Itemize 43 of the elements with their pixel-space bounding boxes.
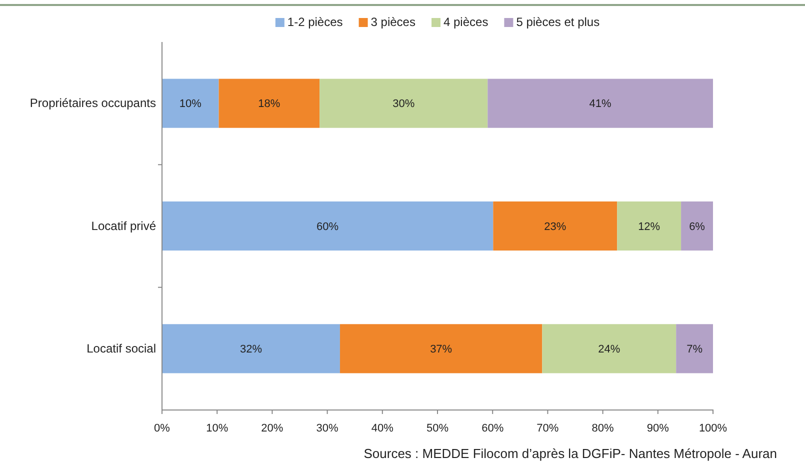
legend-label: 4 pièces	[443, 15, 488, 29]
data-label: 18%	[258, 98, 280, 110]
bar	[162, 78, 219, 128]
bar	[320, 78, 488, 128]
bar	[617, 201, 682, 251]
x-tick-label: 80%	[592, 422, 614, 434]
data-label: 30%	[392, 98, 415, 110]
bar	[218, 78, 320, 128]
bar	[162, 324, 340, 374]
data-label: 12%	[638, 220, 660, 233]
bar	[493, 201, 618, 251]
x-tick-label: 30%	[316, 422, 339, 434]
bar	[162, 201, 494, 251]
data-label: 32%	[240, 344, 262, 356]
x-tick-label: 40%	[371, 422, 394, 434]
x-tick-label: 100%	[698, 422, 728, 434]
x-tick-label: 60%	[482, 422, 504, 434]
y-tick-label: Locatif social	[86, 342, 156, 356]
x-tick-label: 0%	[154, 422, 170, 434]
data-label: 41%	[589, 98, 612, 110]
data-label: 10%	[179, 98, 202, 110]
x-tick-label: 90%	[646, 422, 670, 434]
bar	[340, 324, 542, 374]
bar	[676, 324, 713, 374]
data-label: 24%	[598, 344, 620, 356]
source-note: Sources : MEDDE Filocom d’après la DGFiP- Nantes Métropole - Auran	[364, 446, 777, 461]
data-label: 6%	[689, 220, 706, 233]
data-label: 37%	[430, 344, 452, 356]
x-tick-label: 20%	[261, 422, 284, 434]
y-tick-label: Locatif privé	[91, 218, 156, 233]
x-tick-label: 50%	[426, 422, 449, 434]
legend-label: 5 pièces et plus	[516, 15, 600, 29]
bar	[542, 324, 676, 374]
bar	[681, 201, 713, 251]
x-tick-label: 10%	[206, 422, 228, 434]
data-label: 23%	[544, 220, 566, 233]
legend-label: 3 pièces	[370, 15, 416, 29]
y-tick-label: Propriétaires occupants	[30, 96, 156, 110]
data-label: 60%	[316, 220, 339, 233]
data-label: 7%	[686, 344, 703, 356]
x-tick-label: 70%	[536, 422, 559, 434]
bar	[488, 78, 713, 128]
legend-label: 1-2 pièces	[287, 15, 343, 29]
